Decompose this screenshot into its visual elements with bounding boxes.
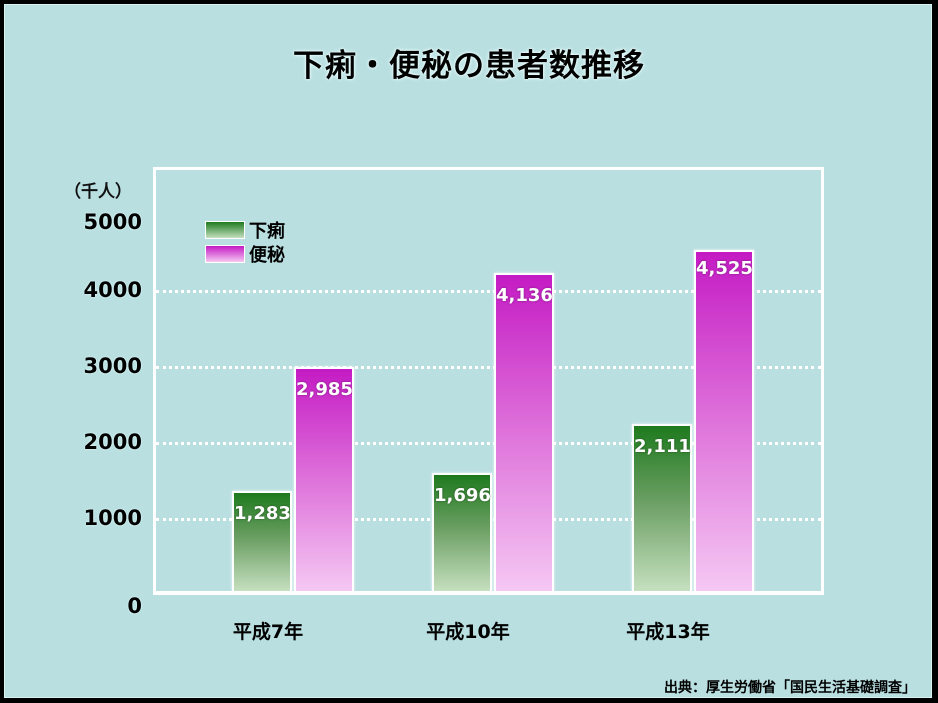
- y-tick-1000: 1000: [83, 506, 142, 530]
- legend-label: 便秘: [249, 245, 285, 266]
- bar-value: 1,696: [434, 485, 491, 506]
- bar-diarrhea-h7: 1,283: [232, 491, 292, 591]
- bar-value: 4,136: [496, 285, 553, 306]
- bar-constipation-h13: 4,525: [694, 250, 754, 591]
- plot-area: 1,283 2,985 1,696 4,136 2,111 4,525: [153, 167, 824, 595]
- gridline-4000: [156, 290, 821, 293]
- y-tick-2000: 2000: [83, 430, 142, 454]
- bar-diarrhea-h10: 1,696: [432, 473, 492, 591]
- bar-constipation-h10: 4,136: [494, 273, 554, 591]
- x-label-h13: 平成13年: [626, 621, 710, 643]
- legend: 下痢 便秘: [205, 218, 285, 266]
- bar-value: 2,111: [634, 436, 691, 457]
- legend-item-diarrhea: 下痢: [205, 218, 285, 242]
- y-tick-3000: 3000: [83, 354, 142, 378]
- bar-value: 4,525: [696, 258, 753, 279]
- bar-constipation-h7: 2,985: [294, 367, 354, 591]
- y-axis-unit: （千人）: [64, 182, 132, 202]
- bar-diarrhea-h13: 2,111: [632, 424, 692, 591]
- x-label-h7: 平成7年: [232, 621, 304, 643]
- legend-label: 下痢: [249, 221, 285, 242]
- bar-value: 2,985: [296, 379, 353, 400]
- y-tick-4000: 4000: [83, 278, 142, 302]
- chart-title: 下痢・便秘の患者数推移: [293, 48, 645, 84]
- y-tick-0: 0: [127, 594, 142, 618]
- source-note: 出典：厚生労働省「国民生活基礎調査」: [664, 680, 916, 696]
- legend-item-constipation: 便秘: [205, 242, 285, 266]
- legend-swatch-magenta: [205, 245, 245, 263]
- legend-swatch-green: [205, 221, 245, 239]
- bar-value: 1,283: [234, 503, 291, 524]
- gridline-3000: [156, 366, 821, 369]
- x-label-h10: 平成10年: [426, 621, 510, 643]
- y-tick-5000: 5000: [83, 210, 142, 234]
- gridline-2000: [156, 442, 821, 445]
